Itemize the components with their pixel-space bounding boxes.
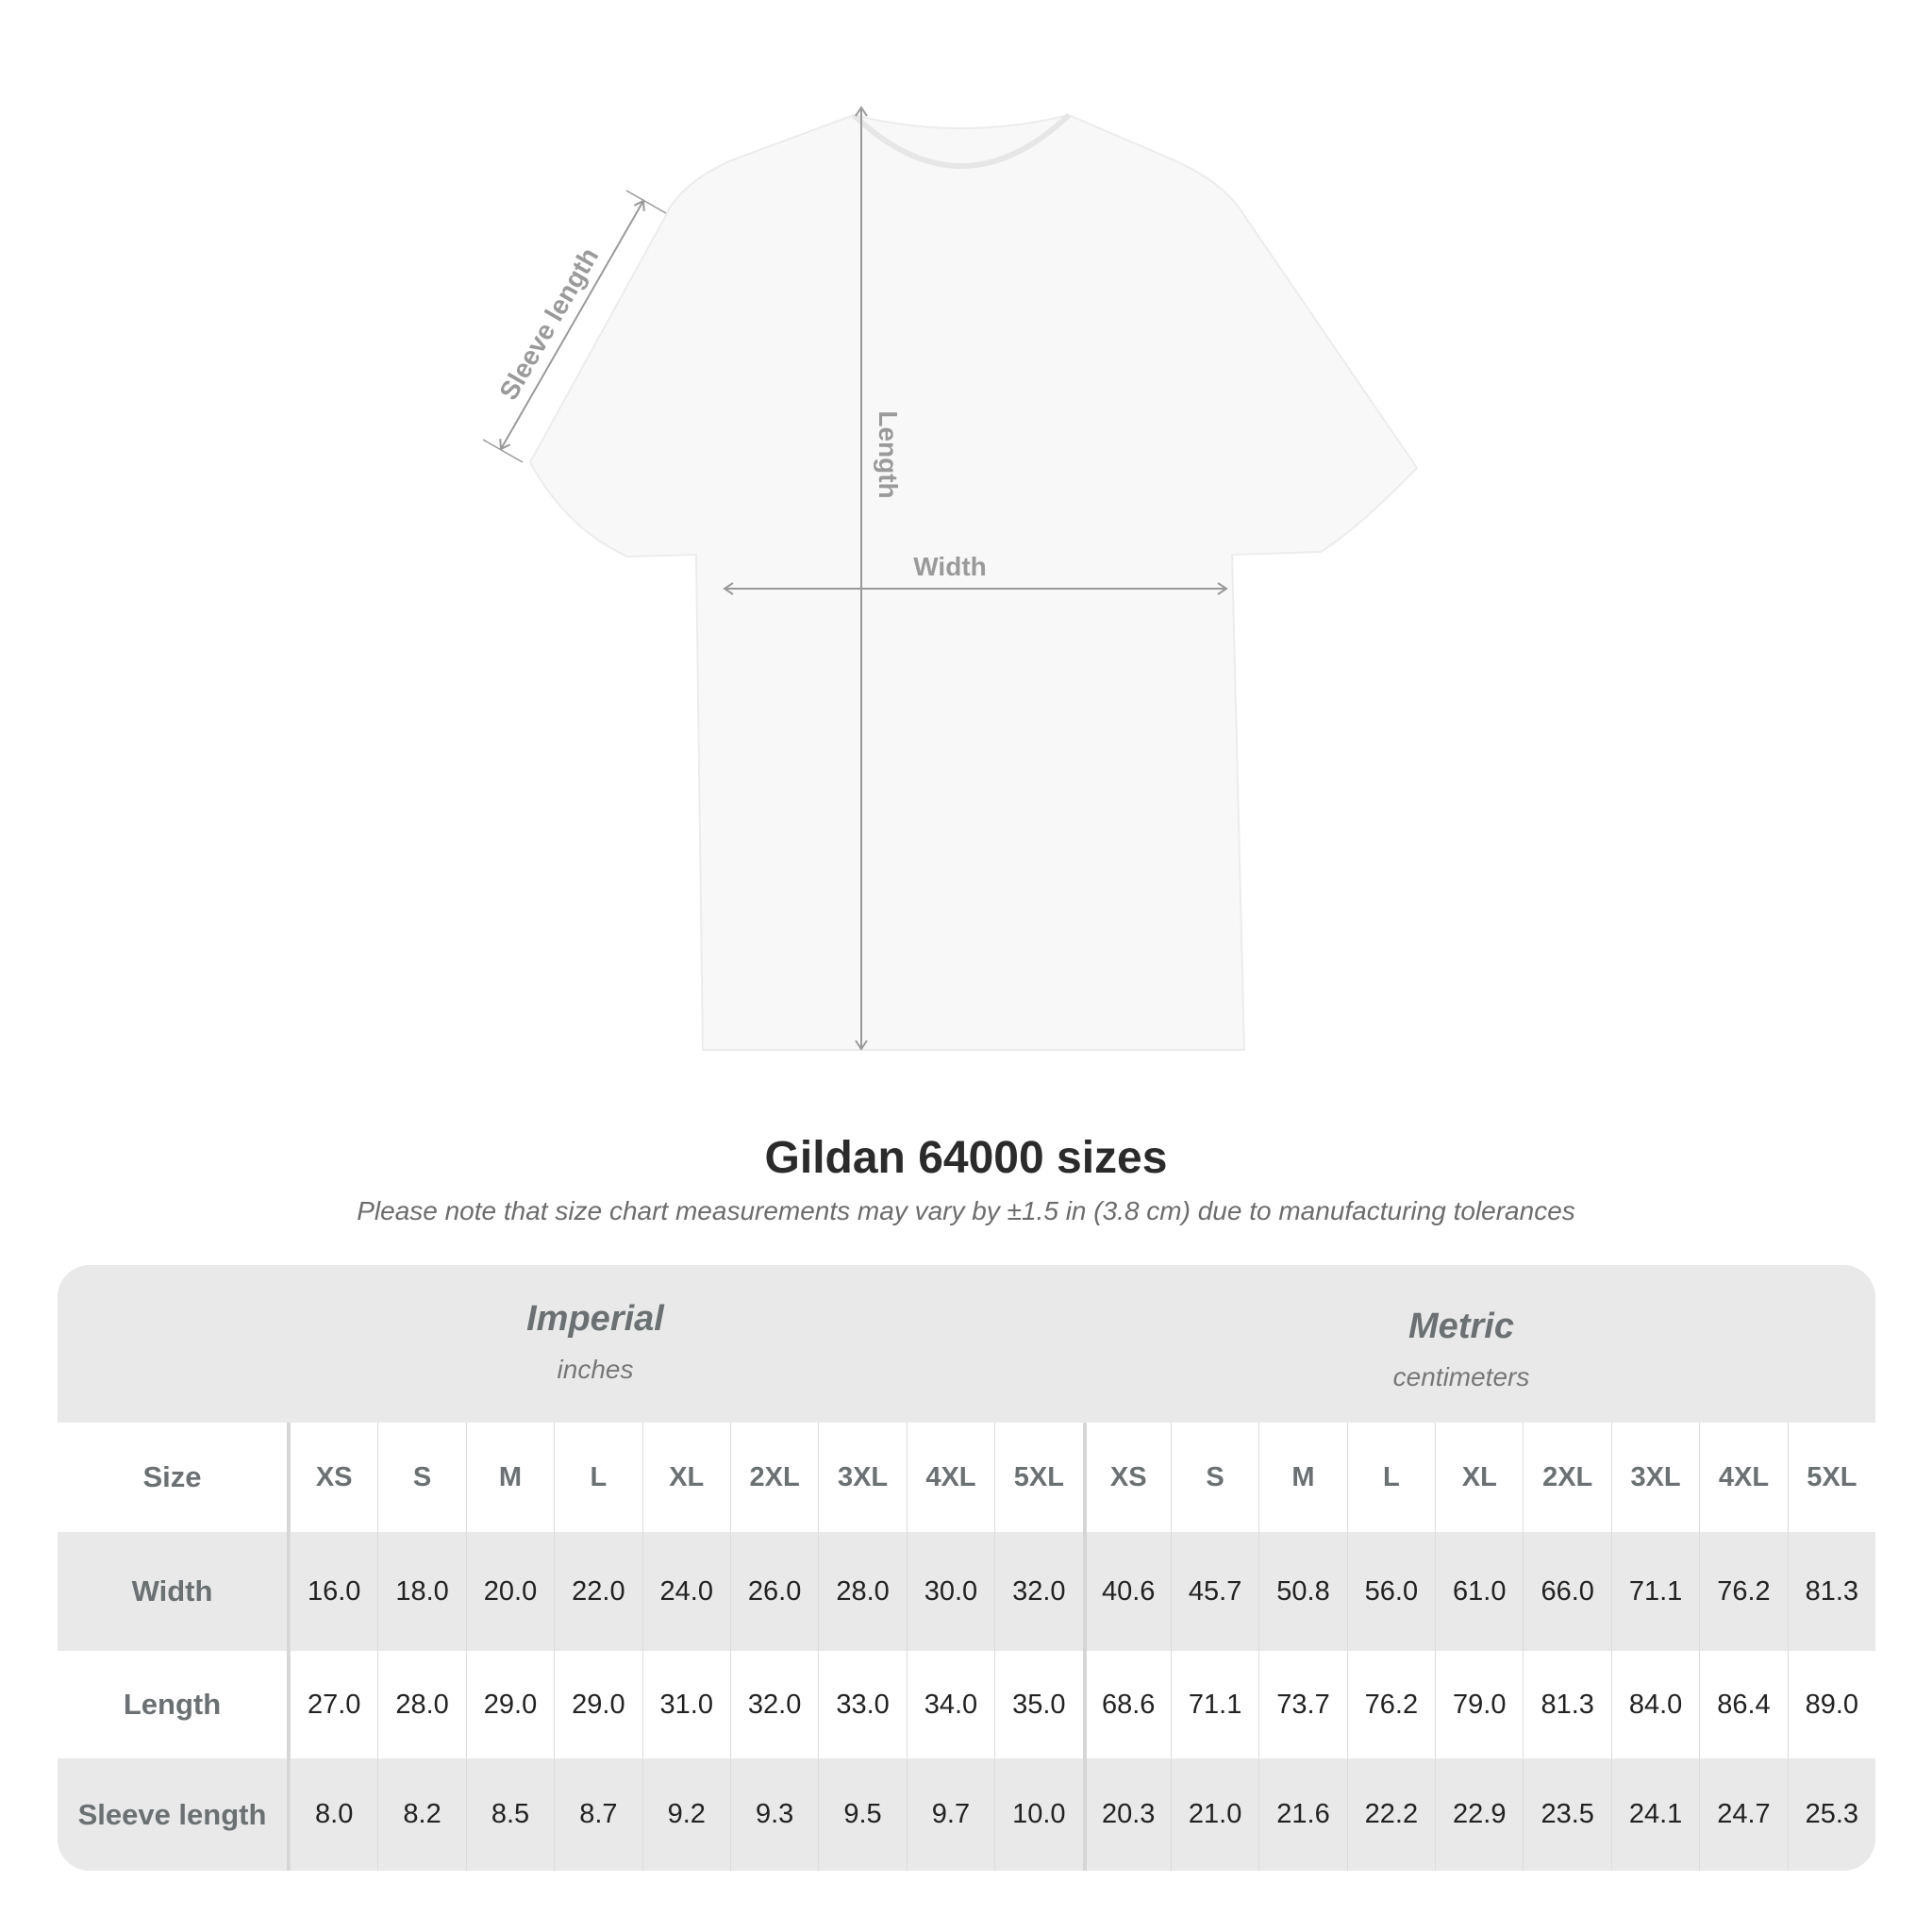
metric-cell: 86.4	[1699, 1651, 1787, 1758]
imperial-cell: 28.0	[818, 1532, 906, 1651]
imperial-cell: S	[377, 1423, 465, 1532]
imperial-cell: XS	[290, 1423, 377, 1532]
width-label: Width	[913, 552, 987, 581]
metric-cell: 23.5	[1523, 1758, 1610, 1871]
imperial-cell: 3XL	[818, 1423, 906, 1532]
imperial-cell: 8.5	[465, 1758, 554, 1871]
size-table: Imperial inches Metric centimeters Size X…	[58, 1265, 1875, 1871]
metric-cell: 4XL	[1699, 1423, 1787, 1532]
metric-cell: 3XL	[1610, 1423, 1699, 1532]
sleeve-tick-top	[625, 190, 667, 214]
metric-cell: 81.3	[1523, 1651, 1610, 1758]
imperial-cell: 5XL	[994, 1423, 1082, 1532]
tshirt-shape	[528, 113, 1419, 1051]
metric-cell: 61.0	[1435, 1532, 1523, 1651]
metric-cell: 21.0	[1170, 1758, 1258, 1871]
page-title: Gildan 64000 sizes	[764, 1133, 1168, 1183]
tshirt-diagram: Width Length Sleeve length	[482, 106, 1419, 1051]
imperial-cell: XL	[641, 1423, 730, 1532]
imperial-cell: 9.3	[729, 1758, 818, 1871]
metric-cell: 5XL	[1787, 1423, 1875, 1532]
imperial-cell: 34.0	[906, 1651, 994, 1758]
metric-header: Metric centimeters	[1225, 1307, 1697, 1392]
metric-unit: centimeters	[1392, 1362, 1530, 1391]
metric-cell: 79.0	[1435, 1651, 1523, 1758]
imperial-cell: 32.0	[994, 1532, 1082, 1651]
imperial-cell: 24.0	[641, 1532, 730, 1651]
imperial-cell: 16.0	[290, 1532, 377, 1651]
imperial-cell: 20.0	[465, 1532, 554, 1651]
imperial-cell: 30.0	[906, 1532, 994, 1651]
metric-cell: 22.9	[1435, 1758, 1523, 1871]
row-label: Sleeve length	[58, 1758, 290, 1871]
sleeve-arrow	[499, 199, 645, 451]
metric-cell: 76.2	[1346, 1651, 1435, 1758]
table-row: Width 16.0 18.0 20.0 22.0 24.0 26.0 28.0 30.0 32.…	[58, 1532, 1875, 1651]
imperial-cell: 27.0	[290, 1651, 377, 1758]
imperial-cell: 8.7	[554, 1758, 641, 1871]
metric-cell: 66.0	[1523, 1532, 1610, 1651]
metric-cell: 56.0	[1346, 1532, 1435, 1651]
metric-cell: XS	[1082, 1423, 1171, 1532]
imperial-unit: inches	[557, 1355, 634, 1384]
metric-cell: 21.6	[1258, 1758, 1346, 1871]
metric-title: Metric	[1408, 1307, 1514, 1346]
imperial-cell: 9.5	[818, 1758, 906, 1871]
tolerance-note: Please note that size chart measurements…	[357, 1196, 1575, 1225]
imperial-title: Imperial	[526, 1299, 664, 1339]
imperial-cell: 2XL	[729, 1423, 818, 1532]
imperial-cell: 35.0	[994, 1651, 1082, 1758]
metric-cell: 24.1	[1610, 1758, 1699, 1871]
imperial-cell: 28.0	[377, 1651, 465, 1758]
row-label: Width	[58, 1532, 290, 1651]
metric-cell: 50.8	[1258, 1532, 1346, 1651]
imperial-cell: 9.2	[641, 1758, 730, 1871]
size-header-row: Size XS S M L XL 2XL 3XL 4XL 5XL XS S M L XL 2XL 3XL 4XL 5…	[58, 1423, 1875, 1532]
imperial-cell: L	[554, 1423, 641, 1532]
metric-cell: 71.1	[1610, 1532, 1699, 1651]
row-label: Length	[58, 1651, 290, 1758]
imperial-cell: 10.0	[994, 1758, 1082, 1871]
sleeve-tick-bottom	[482, 439, 524, 463]
metric-cell: XL	[1435, 1423, 1523, 1532]
imperial-cell: 4XL	[906, 1423, 994, 1532]
metric-cell: 84.0	[1610, 1651, 1699, 1758]
metric-cell: 45.7	[1170, 1532, 1258, 1651]
metric-cell: S	[1170, 1423, 1258, 1532]
imperial-cell: 29.0	[554, 1651, 641, 1758]
imperial-cell: 8.0	[290, 1758, 377, 1871]
table-row: Sleeve length 8.0 8.2 8.5 8.7 9.2 9.3 9.5 9.7 10.…	[58, 1758, 1875, 1871]
metric-cell: 40.6	[1082, 1532, 1171, 1651]
metric-cell: 71.1	[1170, 1651, 1258, 1758]
imperial-cell: 8.2	[377, 1758, 465, 1871]
imperial-cell: 29.0	[465, 1651, 554, 1758]
length-label: Length	[874, 410, 903, 498]
collar	[851, 112, 1072, 169]
imperial-cell: 22.0	[554, 1532, 641, 1651]
metric-cell: 76.2	[1699, 1532, 1787, 1651]
imperial-cell: M	[465, 1423, 554, 1532]
table-row: Length 27.0 28.0 29.0 29.0 31.0 32.0 33.0 34.0 35…	[58, 1651, 1875, 1758]
metric-cell: 89.0	[1787, 1651, 1875, 1758]
metric-cell: 68.6	[1082, 1651, 1171, 1758]
row-label: Size	[58, 1423, 290, 1532]
metric-cell: L	[1346, 1423, 1435, 1532]
metric-cell: 2XL	[1523, 1423, 1610, 1532]
metric-cell: 20.3	[1082, 1758, 1171, 1871]
metric-cell: 24.7	[1699, 1758, 1787, 1871]
imperial-cell: 18.0	[377, 1532, 465, 1651]
imperial-cell: 33.0	[818, 1651, 906, 1758]
metric-cell: 25.3	[1787, 1758, 1875, 1871]
metric-cell: M	[1258, 1423, 1346, 1532]
imperial-cell: 9.7	[906, 1758, 994, 1871]
metric-cell: 22.2	[1346, 1758, 1435, 1871]
imperial-cell: 26.0	[729, 1532, 818, 1651]
imperial-cell: 31.0	[641, 1651, 730, 1758]
imperial-header: Imperial inches	[359, 1299, 831, 1385]
metric-cell: 73.7	[1258, 1651, 1346, 1758]
imperial-cell: 32.0	[729, 1651, 818, 1758]
metric-cell: 81.3	[1787, 1532, 1875, 1651]
